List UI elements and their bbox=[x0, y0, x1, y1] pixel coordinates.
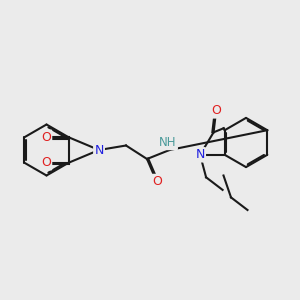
Text: O: O bbox=[153, 175, 163, 188]
Text: NH: NH bbox=[159, 136, 177, 149]
Text: N: N bbox=[94, 143, 104, 157]
Text: O: O bbox=[41, 131, 51, 144]
Text: O: O bbox=[41, 156, 51, 169]
Text: O: O bbox=[211, 104, 221, 117]
Text: N: N bbox=[195, 148, 205, 161]
